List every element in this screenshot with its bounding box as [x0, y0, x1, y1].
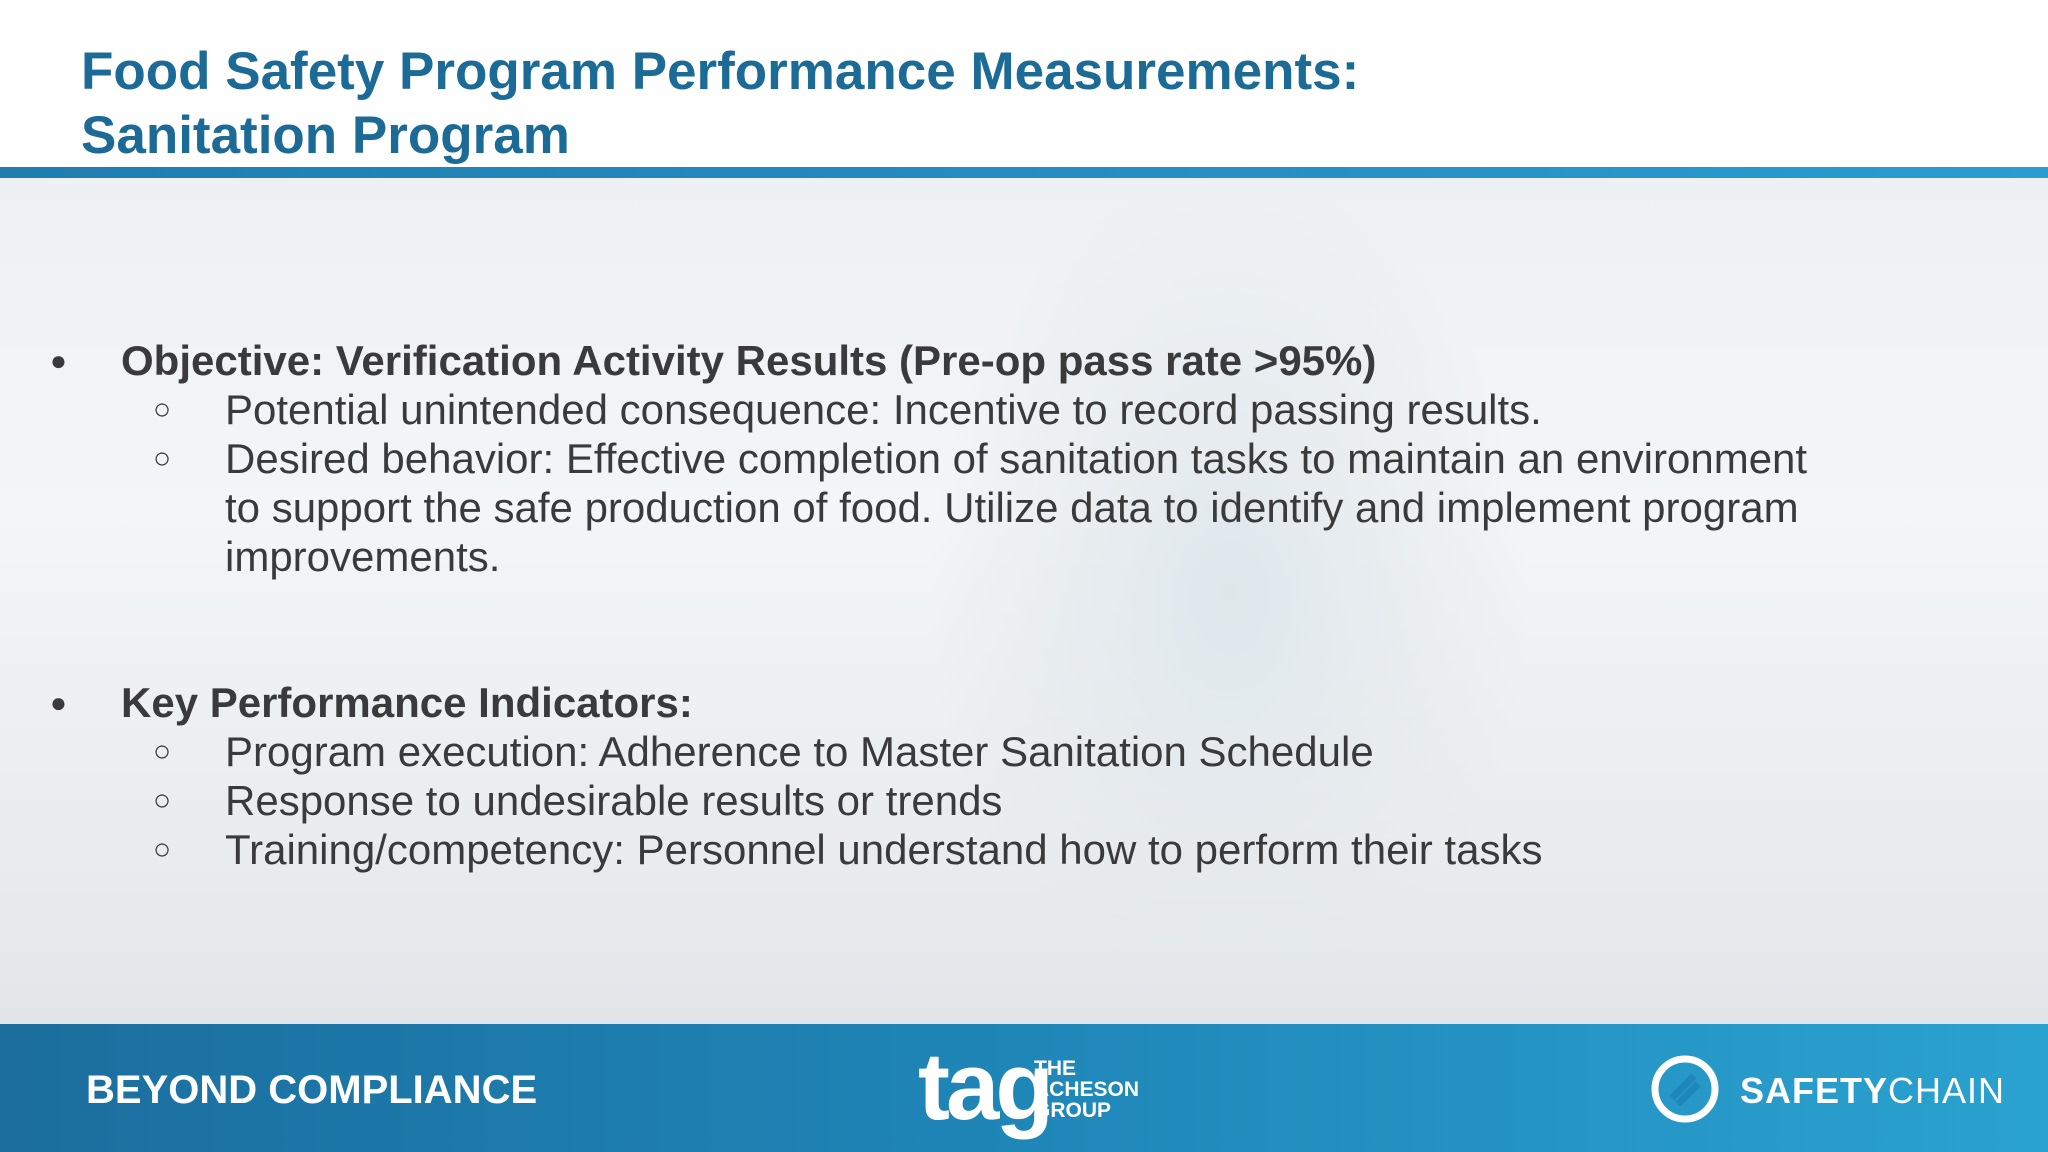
footer-tagline: BEYOND COMPLIANCE — [86, 1068, 538, 1112]
sub-bullet: Potential unintended consequence: Incent… — [0, 385, 1845, 434]
bullet-group: Key Performance Indicators:Program execu… — [0, 678, 2048, 874]
safetychain-name: SAFETYCHAIN — [1740, 1070, 2005, 1112]
background-image — [0, 172, 2048, 1024]
title-line: Sanitation Program — [81, 106, 570, 165]
safetychain-light: CHAIN — [1888, 1070, 2006, 1111]
footer: BEYOND COMPLIANCE tag THE ACHESON GROUP … — [0, 1024, 2048, 1152]
bullet-list: Objective: Verification Activity Results… — [0, 336, 2048, 971]
sub-bullet: Desired behavior: Effective completion o… — [0, 434, 1845, 581]
tag-name-line: ACHESON — [1034, 1078, 1140, 1101]
bullet: Objective: Verification Activity Results… — [0, 336, 2048, 385]
tag-name: THE ACHESON GROUP — [1034, 1058, 1139, 1121]
tag-name-line: THE — [1034, 1057, 1076, 1080]
sub-bullet: Response to undesirable results or trend… — [0, 776, 1845, 825]
tag-name-line: GROUP — [1034, 1099, 1112, 1122]
sub-bullet: Program execution: Adherence to Master S… — [0, 727, 1845, 776]
title-rule — [0, 167, 2048, 178]
icon-link — [1669, 1073, 1701, 1107]
bullet: Key Performance Indicators: — [0, 678, 2048, 727]
bullet-group: Objective: Verification Activity Results… — [0, 336, 2048, 581]
title-line: Food Safety Program Performance Measurem… — [81, 42, 1360, 101]
icon-ring — [1651, 1055, 1719, 1123]
slide-title: Food Safety Program Performance Measurem… — [81, 40, 1359, 168]
tag-logo: tag — [918, 1033, 1054, 1140]
safetychain-icon — [1651, 1055, 1719, 1123]
safetychain-bold: SAFETY — [1740, 1070, 1889, 1111]
sub-bullet: Training/competency: Personnel understan… — [0, 825, 1845, 874]
